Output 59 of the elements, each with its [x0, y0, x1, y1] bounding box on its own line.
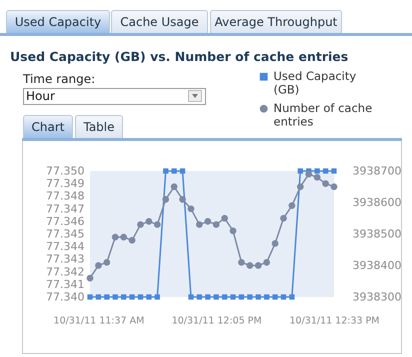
text: Average Throughput	[210, 10, 342, 33]
y-tick-label: 77.350	[46, 164, 84, 178]
y-tick-label: 77.341	[46, 278, 84, 291]
point	[196, 221, 203, 228]
legend-label: Number of cache entries	[274, 100, 372, 128]
point	[272, 240, 278, 247]
point	[221, 214, 228, 222]
text: Chart	[23, 115, 73, 138]
x-tick-label: 10/31/11 11:37 AM	[54, 316, 144, 326]
point	[254, 262, 262, 269]
point	[86, 274, 94, 282]
point	[330, 183, 338, 190]
y-tick-label: 77.346	[46, 214, 84, 228]
y-tick-label: 77.349	[46, 177, 84, 190]
point	[95, 262, 102, 269]
y-tick-label: 77.342	[46, 265, 84, 278]
point	[212, 221, 220, 228]
y-tick-label: 77.344	[46, 240, 84, 254]
point	[170, 183, 178, 190]
text: Used Capacity	[6, 10, 110, 33]
y-tick-label: 77.345	[46, 228, 84, 240]
point	[246, 262, 254, 269]
y-tick-label: 77.347	[46, 202, 84, 216]
y2-tick-label: 3938600	[352, 196, 402, 209]
point	[137, 221, 144, 228]
point	[296, 183, 304, 190]
point	[162, 196, 170, 203]
point	[280, 214, 287, 222]
text: Cache Usage	[111, 10, 208, 33]
text: Hour	[25, 89, 55, 103]
legend-label: Used Capacity (GB)	[274, 68, 356, 96]
y2-tick-label: 3938400	[352, 259, 402, 272]
y2-tick-label: 3938500	[352, 228, 402, 240]
point	[238, 259, 245, 266]
x-tick-label: 10/31/11 12:05 PM	[172, 316, 262, 326]
point	[204, 218, 212, 225]
point	[128, 236, 136, 244]
text: Table	[75, 115, 123, 138]
chart-title: Used Capacity (GB) vs. Number of cache entries	[10, 49, 348, 64]
point	[322, 180, 329, 187]
y2-tick-label: 3938300	[352, 290, 402, 304]
point	[188, 205, 194, 212]
point	[314, 174, 321, 181]
y-tick-label: 77.343	[46, 252, 84, 266]
point	[112, 234, 119, 240]
point	[230, 228, 236, 234]
text: Time range:	[23, 72, 96, 86]
point	[179, 196, 186, 203]
y-tick-label: 77.340	[46, 290, 84, 304]
point	[288, 202, 296, 209]
y2-tick-label: 3938700	[352, 164, 402, 178]
y-tick-label: 77.348	[46, 190, 84, 203]
point	[146, 218, 152, 225]
x-tick-label: 10/31/11 12:33 PM	[289, 316, 380, 326]
point	[103, 259, 110, 266]
point	[305, 170, 312, 178]
point	[263, 259, 270, 266]
point	[120, 234, 128, 240]
point	[154, 221, 161, 228]
